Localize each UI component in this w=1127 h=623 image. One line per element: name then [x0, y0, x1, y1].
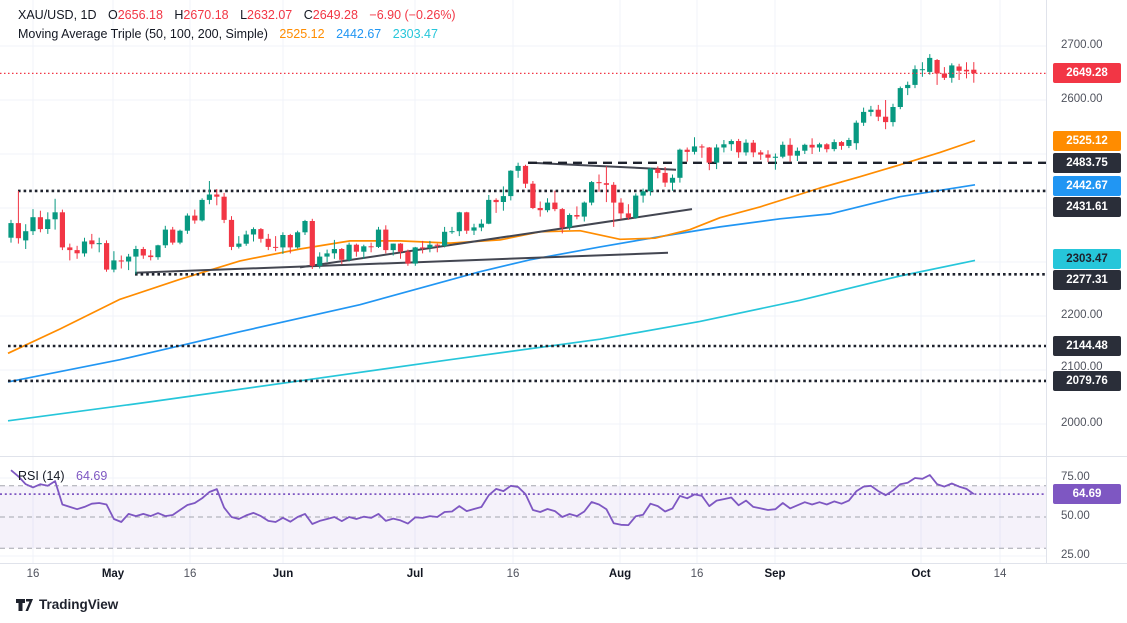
- price-axis-label: 50.00: [1061, 510, 1090, 522]
- ma100-value: 2442.67: [336, 27, 382, 41]
- time-axis[interactable]: 16 May 16 Jun Jul 16 Aug 16 Sep Oct 14: [0, 563, 1127, 587]
- watermark-text: TradingView: [39, 597, 119, 612]
- ma-50-line[interactable]: [7, 139, 976, 355]
- price-axis-label: 2700.00: [1061, 39, 1103, 51]
- candles-layer: [8, 54, 977, 275]
- time-tick-label: 16: [690, 568, 704, 580]
- ohlc-open: O2656.18: [107, 8, 163, 22]
- price-axis-label: 2100.00: [1061, 361, 1103, 373]
- level-badge-2431: 2431.61: [1053, 197, 1121, 217]
- ohlc-high: H2670.18: [174, 8, 229, 22]
- tradingview-logo-icon: [16, 599, 33, 611]
- indicator-legend: Moving Average Triple (50, 100, 200, Sim…: [18, 27, 438, 41]
- change-value: −6.90 (−0.26%): [369, 8, 456, 22]
- time-tick-label: 14: [993, 568, 1007, 580]
- footer: TradingView: [0, 585, 1127, 623]
- last-price-badge: 2649.28: [1053, 63, 1121, 83]
- time-tick-label: Sep: [764, 568, 786, 580]
- ma-200-line[interactable]: [7, 259, 976, 422]
- ma100-price-badge: 2442.67: [1053, 176, 1121, 196]
- ohlc-low: L2632.07: [240, 8, 293, 22]
- time-tick-label: Jun: [272, 568, 294, 580]
- gridlines: [0, 0, 1046, 563]
- ohlc-close: C2649.28: [303, 8, 358, 22]
- ma-100-line[interactable]: [7, 183, 976, 383]
- level-badge-2079: 2079.76: [1053, 371, 1121, 391]
- symbol-title[interactable]: XAU/USD, 1D: [18, 8, 97, 22]
- ma200-value: 2303.47: [392, 27, 438, 41]
- ma200-price-badge: 2303.47: [1053, 249, 1121, 269]
- rsi-title[interactable]: RSI (14): [18, 469, 65, 483]
- time-tick-label: Aug: [608, 568, 632, 580]
- tradingview-watermark-link[interactable]: TradingView: [16, 596, 118, 613]
- time-tick-label: Oct: [911, 568, 931, 580]
- price-axis-label: 2000.00: [1061, 417, 1103, 429]
- time-tick-label: 16: [506, 568, 520, 580]
- time-tick-label: Jul: [406, 568, 424, 580]
- ma50-price-badge: 2525.12: [1053, 131, 1121, 151]
- level-badge-2483: 2483.75: [1053, 153, 1121, 173]
- trendline-support-steep[interactable]: [299, 208, 693, 269]
- price-axis-label: 2200.00: [1061, 309, 1103, 321]
- trendline-support-shallow[interactable]: [134, 251, 669, 274]
- price-axis-label: 75.00: [1061, 471, 1090, 483]
- time-tick-label: May: [101, 568, 125, 580]
- time-tick-label: 16: [183, 568, 197, 580]
- time-tick-label: 16: [26, 568, 40, 580]
- pane-separator[interactable]: [0, 456, 1127, 457]
- rsi-value: 64.69: [76, 469, 108, 483]
- chart-canvas[interactable]: [0, 0, 1046, 563]
- trendline-resistance-july[interactable]: [527, 161, 677, 171]
- price-axis-label: 25.00: [1061, 549, 1090, 561]
- price-axis[interactable]: 2700.00 2600.00 2200.00 2100.00 2000.00 75.00…: [1046, 0, 1127, 585]
- main-legend: XAU/USD, 1D O2656.18 H2670.18 L2632.07 C…: [18, 8, 456, 22]
- level-badge-2277: 2277.31: [1053, 270, 1121, 290]
- price-axis-label: 2600.00: [1061, 93, 1103, 105]
- rsi-line[interactable]: [10, 469, 975, 526]
- ma50-value: 2525.12: [279, 27, 325, 41]
- level-badge-2144: 2144.48: [1053, 336, 1121, 356]
- rsi-value-badge: 64.69: [1053, 484, 1121, 504]
- rsi-legend: RSI (14) 64.69: [18, 469, 107, 483]
- indicator-title[interactable]: Moving Average Triple (50, 100, 200, Sim…: [18, 27, 268, 41]
